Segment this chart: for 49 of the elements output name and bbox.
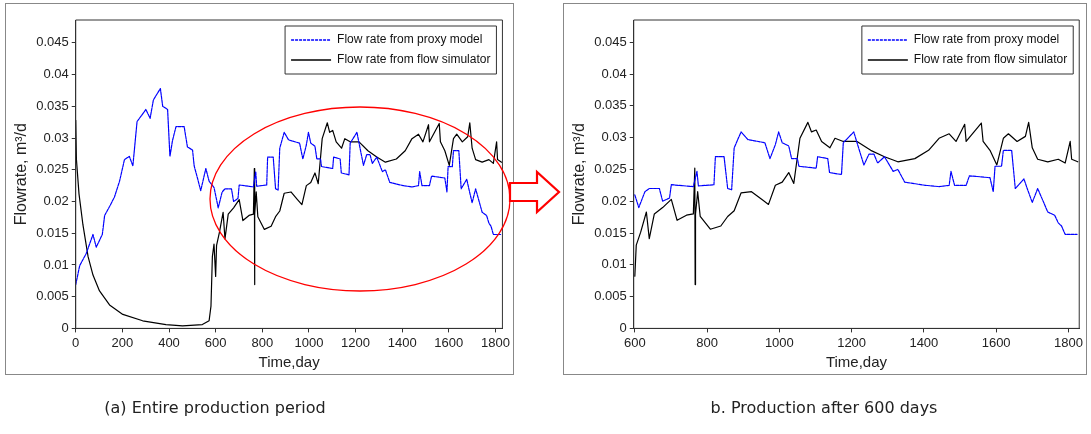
y-tick-label: 0.02 bbox=[43, 193, 69, 209]
y-tick-label: 0.01 bbox=[601, 256, 627, 272]
x-tick-label: 1800 bbox=[1053, 334, 1083, 350]
x-tick-label: 400 bbox=[158, 334, 180, 350]
x-tick-label: 1400 bbox=[387, 334, 417, 350]
x-tick-label: 1600 bbox=[981, 334, 1011, 350]
y-tick-label: 0.035 bbox=[36, 97, 69, 113]
y-tick-label: 0.04 bbox=[601, 65, 627, 81]
text: b. Production after 600 days bbox=[709, 398, 939, 417]
y-tick-label: 0.005 bbox=[594, 288, 627, 304]
y-tick-label: 0 bbox=[61, 319, 69, 335]
x-axis-title: Time,day bbox=[258, 353, 321, 371]
legend-label: Flow rate from flow simulator bbox=[913, 52, 1068, 67]
x-tick-label: 800 bbox=[696, 334, 718, 350]
y-axis-title: Flowrate, m³/d bbox=[12, 123, 30, 226]
x-tick-label: 1000 bbox=[764, 334, 794, 350]
y-tick-label: 0.025 bbox=[594, 161, 627, 177]
y-tick-label: 0.035 bbox=[594, 97, 627, 113]
y-tick-label: 0.015 bbox=[594, 224, 627, 240]
x-tick-label: 1200 bbox=[341, 334, 370, 350]
x-tick-label: 1000 bbox=[294, 334, 324, 350]
y-tick-label: 0.015 bbox=[36, 224, 69, 240]
x-tick-label: 800 bbox=[251, 334, 274, 350]
y-tick-label: 0.045 bbox=[594, 33, 627, 49]
text: (a) Entire production period bbox=[103, 398, 327, 417]
y-tick-label: 0.025 bbox=[36, 161, 69, 177]
legend-label: Flow rate from flow simulator bbox=[337, 52, 491, 67]
x-tick-label: 200 bbox=[111, 334, 134, 350]
y-tick-label: 0.03 bbox=[601, 129, 627, 145]
x-tick-label: 1200 bbox=[837, 334, 867, 350]
y-axis-title: Flowrate, m³/d bbox=[570, 123, 588, 226]
x-tick-label: 600 bbox=[204, 334, 227, 350]
y-tick-label: 0.005 bbox=[36, 288, 69, 304]
y-tick-label: 0.02 bbox=[601, 192, 627, 208]
x-tick-label: 1800 bbox=[480, 334, 510, 350]
y-tick-label: 0.04 bbox=[43, 66, 69, 82]
x-tick-label: 1400 bbox=[909, 334, 939, 350]
legend-label: Flow rate from proxy model bbox=[337, 32, 483, 47]
y-tick-label: 0 bbox=[619, 319, 627, 335]
y-tick-label: 0.03 bbox=[43, 129, 69, 145]
y-tick-label: 0.01 bbox=[43, 256, 69, 272]
line-series bbox=[75, 87, 502, 286]
x-axis-title: Time,day bbox=[825, 353, 888, 371]
x-tick-label: 600 bbox=[623, 334, 646, 350]
y-tick-label: 0.045 bbox=[36, 34, 69, 50]
line-series bbox=[634, 131, 1078, 235]
x-tick-label: 1600 bbox=[434, 334, 464, 350]
legend-label: Flow rate from proxy model bbox=[913, 32, 1060, 47]
x-tick-label: 0 bbox=[72, 334, 80, 350]
